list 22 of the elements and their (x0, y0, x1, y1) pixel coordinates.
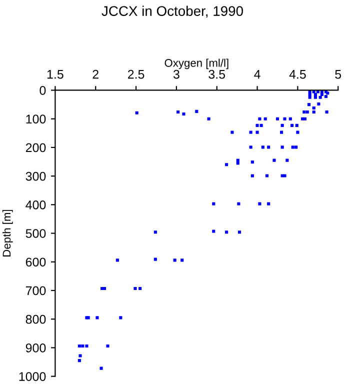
x-tick-label: 3 (173, 70, 180, 79)
y-tick-label: 100 (26, 114, 46, 124)
x-tick-label: 5 (335, 70, 342, 79)
y-tick-label: 800 (26, 314, 46, 324)
x-tick-label: 4 (254, 70, 260, 79)
y-tick-label: 1000 (19, 372, 46, 381)
x-tick-label: 2 (92, 70, 98, 79)
y-tick-label: 700 (26, 286, 46, 296)
y-tick-label: 900 (26, 344, 46, 352)
y-tick-label: 200 (26, 143, 46, 152)
y-tick-label: 300 (26, 172, 46, 181)
x-tick-label: 4.5 (289, 70, 306, 79)
x-tick-label: 2.5 (128, 70, 144, 79)
y-tick-label: 500 (26, 229, 46, 238)
y-tick-label: 600 (26, 258, 46, 267)
chart-title: JCCX in October, 1990 (102, 6, 243, 18)
y-tick-label: 0 (40, 86, 46, 95)
x-tick-label: 1.5 (47, 70, 64, 79)
y-tick-label: 400 (26, 200, 46, 210)
x-axis-title: Oxygen [ml/l] (164, 58, 228, 70)
x-tick-label: 3.5 (208, 70, 226, 79)
y-axis-title: Depth [m] (2, 210, 13, 256)
